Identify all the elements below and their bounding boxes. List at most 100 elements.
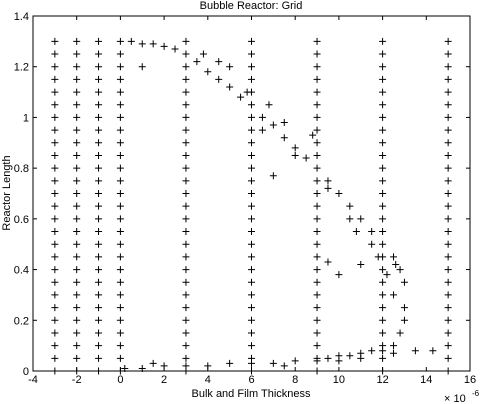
scatter-point — [73, 240, 81, 248]
scatter-point — [73, 63, 81, 71]
scatter-point — [313, 75, 321, 83]
scatter-point — [313, 253, 321, 261]
scatter-point — [51, 291, 59, 299]
scatter-point — [73, 202, 81, 210]
scatter-point — [237, 93, 245, 101]
scatter-point — [444, 139, 452, 147]
scatter-point — [324, 258, 332, 266]
scatter-point — [291, 357, 299, 365]
scatter-point — [313, 63, 321, 71]
scatter-point — [368, 228, 376, 236]
scatter-point — [379, 329, 387, 337]
scatter-point — [73, 101, 81, 109]
scatter-point — [313, 316, 321, 324]
scatter-point — [95, 113, 103, 121]
x-tick-label: 4 — [205, 374, 211, 386]
scatter-point — [121, 364, 129, 372]
y-tick-label: 1.2 — [14, 62, 29, 74]
scatter-point — [313, 228, 321, 236]
scatter-point — [51, 164, 59, 172]
scatter-point — [379, 151, 387, 159]
scatter-point — [204, 68, 212, 76]
scatter-point — [444, 215, 452, 223]
scatter-point — [51, 316, 59, 324]
scatter-point — [379, 88, 387, 96]
scatter-point — [248, 113, 255, 121]
scatter-point — [346, 202, 354, 210]
scatter-point — [182, 177, 190, 185]
scatter-point — [51, 215, 59, 223]
scatter-point — [444, 266, 452, 274]
scatter-point — [313, 266, 321, 274]
scatter-point — [51, 126, 59, 134]
scatter-point — [248, 50, 255, 58]
scatter-point — [248, 101, 255, 109]
scatter-point — [73, 253, 81, 261]
scatter-point — [400, 304, 408, 312]
scatter-point — [444, 354, 452, 362]
scatter-point — [73, 151, 81, 159]
scatter-point — [116, 63, 124, 71]
scatter-point — [248, 151, 255, 159]
scatter-point — [444, 367, 452, 375]
y-tick-label: 0.2 — [14, 315, 29, 327]
scatter-point — [243, 88, 251, 96]
scatter-point — [51, 190, 59, 197]
scatter-point — [379, 354, 387, 362]
scatter-point — [95, 101, 103, 109]
scatter-point — [368, 240, 376, 248]
scatter-point — [444, 88, 452, 96]
scatter-point — [182, 139, 190, 147]
scatter-point — [313, 240, 321, 248]
scatter-point — [226, 359, 234, 367]
scatter-point — [444, 342, 452, 350]
scatter-point — [313, 164, 321, 172]
scatter-point — [73, 367, 81, 375]
scatter-point — [248, 126, 255, 134]
scatter-point — [248, 266, 255, 274]
scatter-point — [392, 261, 400, 268]
scatter-point — [390, 342, 398, 350]
scatter-point — [226, 83, 234, 91]
scatter-point — [116, 139, 124, 147]
scatter-point — [248, 304, 255, 312]
scatter-point — [248, 177, 255, 185]
scatter-point — [411, 347, 419, 355]
scatter-point — [51, 304, 59, 312]
scatter-point — [379, 177, 387, 185]
scatter-point — [346, 352, 354, 360]
scatter-point — [248, 228, 255, 236]
y-tick-label: 0.6 — [14, 214, 29, 226]
scatter-point — [182, 37, 190, 45]
scatter-point — [73, 37, 81, 45]
scatter-point — [346, 215, 354, 223]
scatter-point — [444, 75, 452, 83]
scatter-point — [182, 113, 190, 121]
scatter-point — [116, 266, 124, 274]
scatter-point — [396, 266, 404, 274]
scatter-point — [258, 113, 266, 121]
y-tick-label: 1.4 — [14, 11, 29, 23]
scatter-point — [444, 291, 452, 299]
scatter-point — [149, 40, 157, 48]
scatter-point — [73, 291, 81, 299]
scatter-point — [269, 121, 277, 129]
scatter-point — [182, 63, 190, 71]
scatter-point — [51, 253, 59, 261]
scatter-point — [374, 253, 382, 261]
scatter-point — [95, 253, 103, 261]
scatter-point — [73, 228, 81, 236]
scatter-point — [379, 113, 387, 121]
scatter-point — [51, 101, 59, 109]
scatter-point — [379, 347, 387, 355]
scatter-point — [160, 42, 168, 50]
y-tick-label: 1 — [23, 112, 29, 124]
scatter-point — [444, 228, 452, 236]
scatter-point — [182, 278, 190, 286]
y-tick-label: 0 — [23, 366, 29, 378]
scatter-point — [357, 261, 365, 268]
x-tick-label: -4 — [28, 374, 38, 386]
scatter-point — [248, 215, 255, 223]
scatter-point — [95, 354, 103, 362]
